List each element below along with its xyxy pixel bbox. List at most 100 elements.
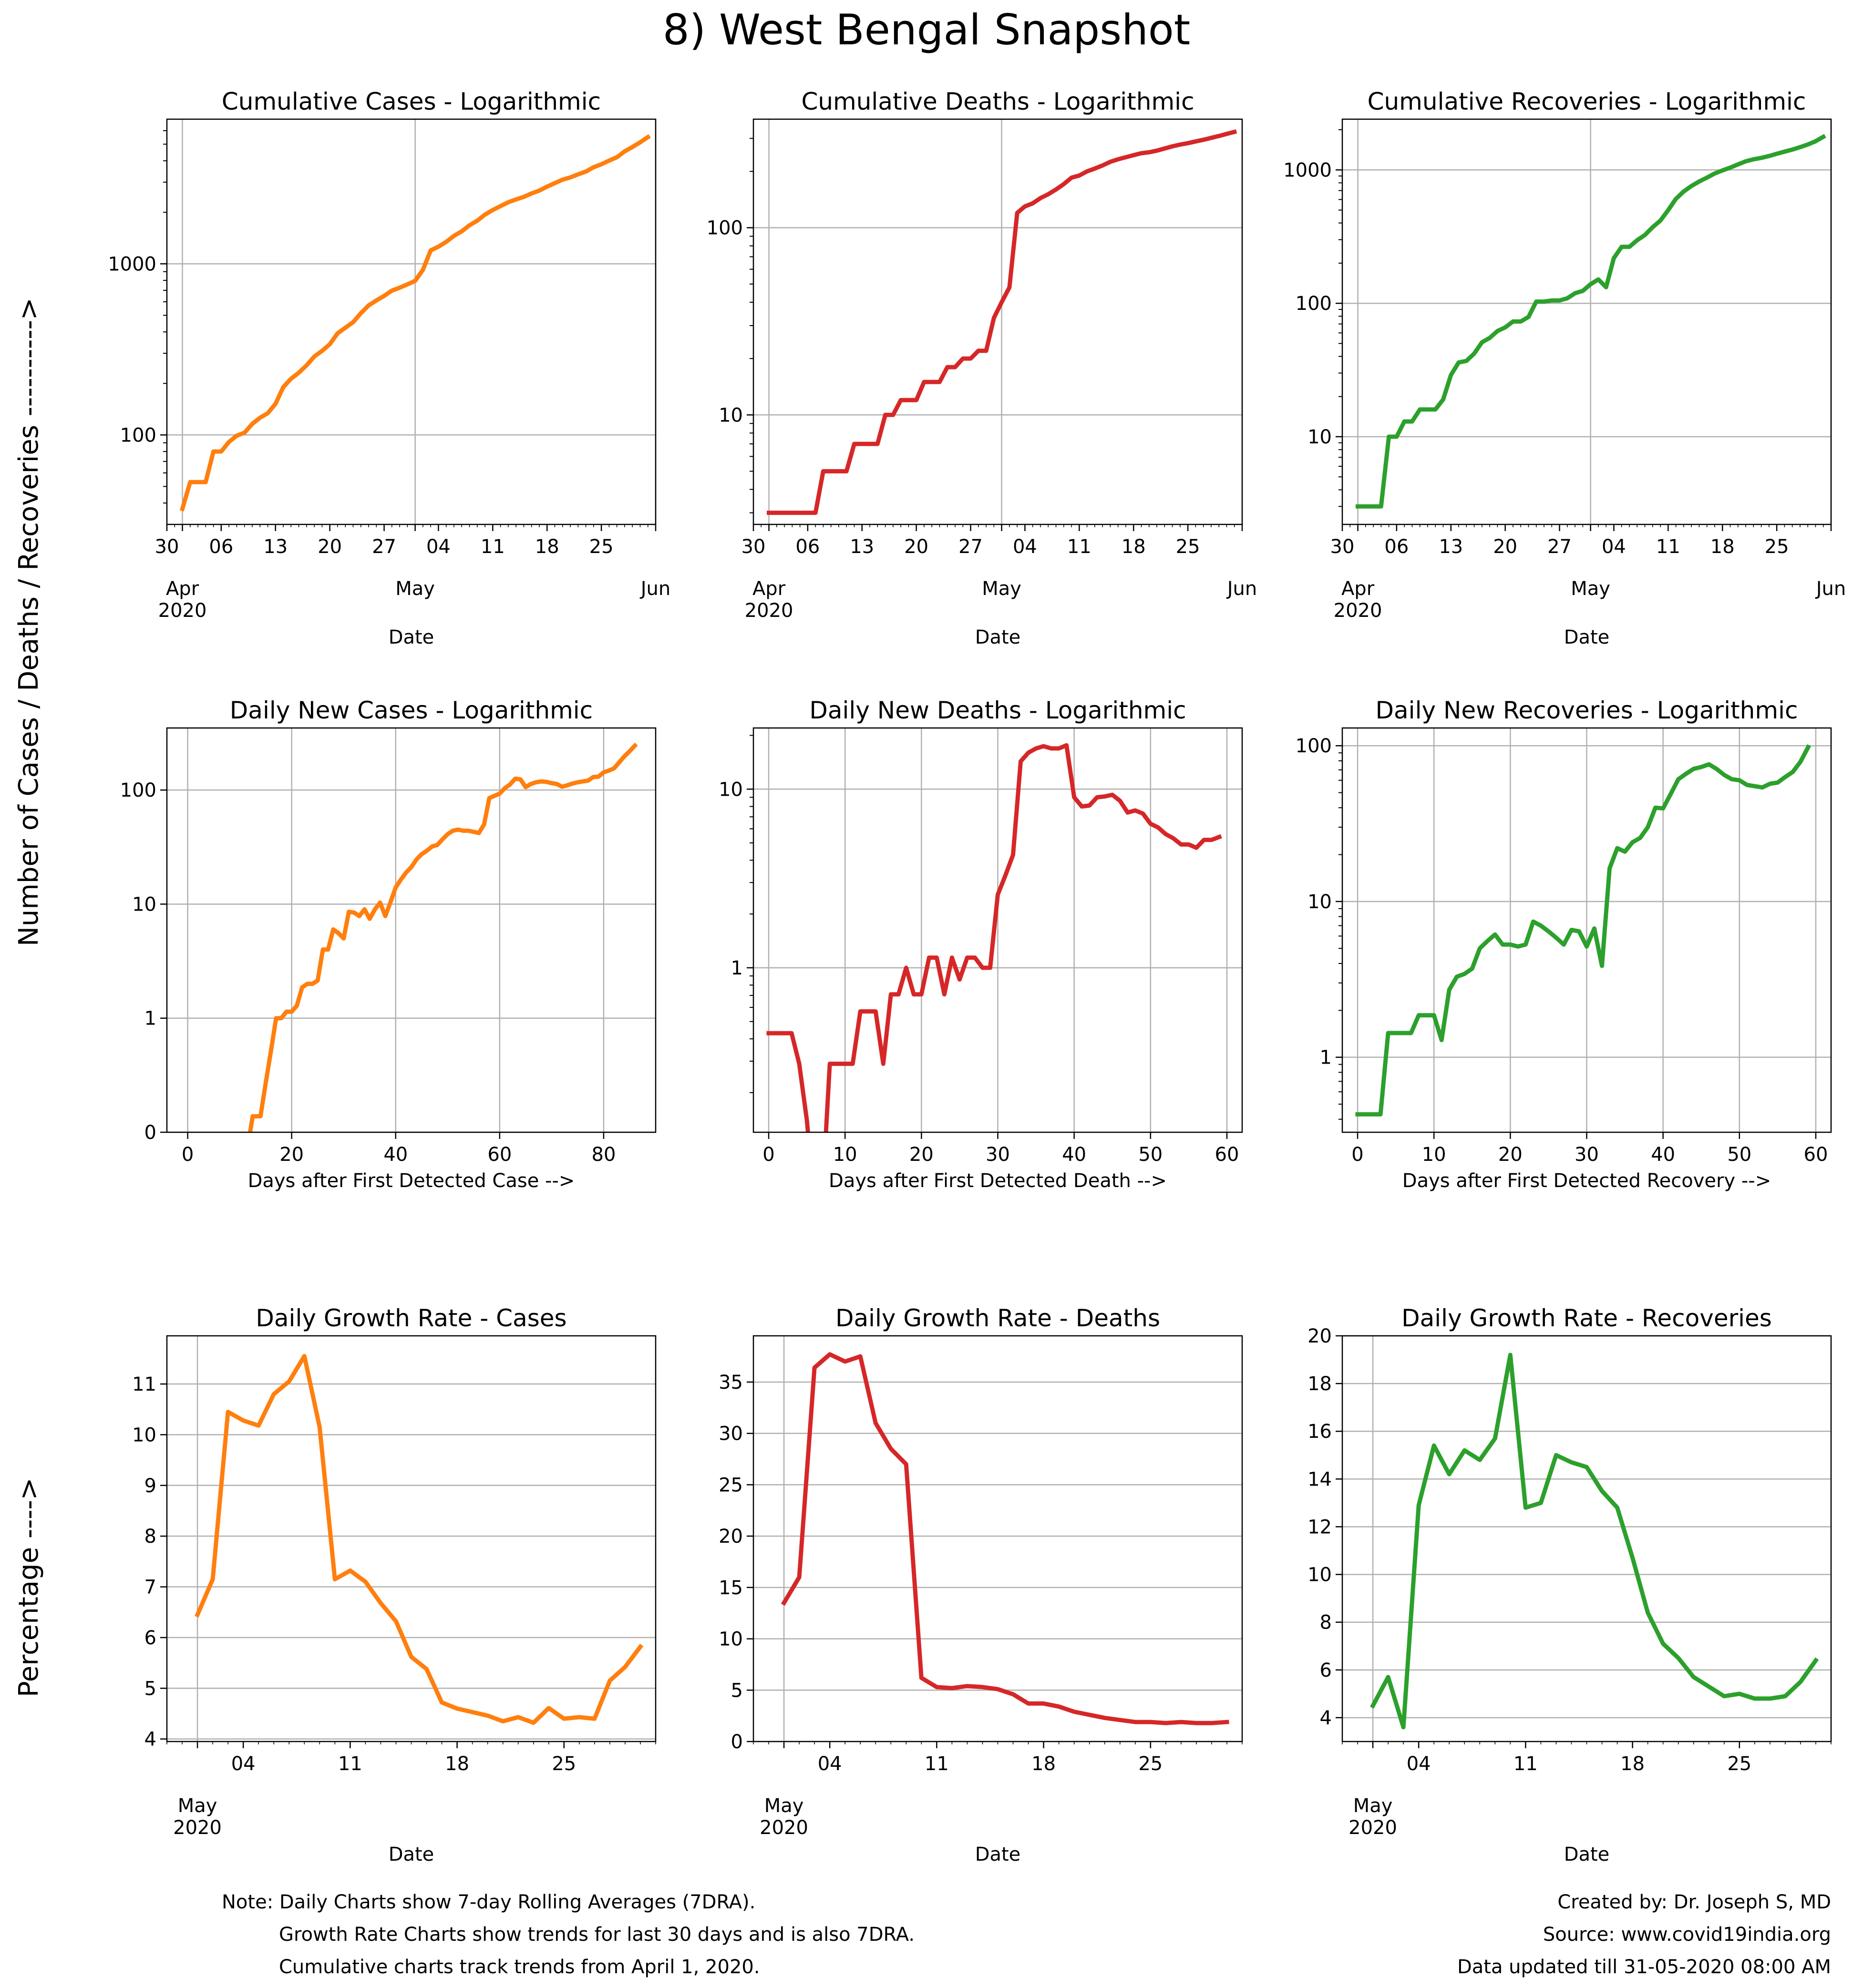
x-tick-label: 18 [1122, 536, 1146, 558]
x-tick-label: 60 [1804, 1144, 1828, 1166]
x-major-tick-label: May [1571, 578, 1610, 600]
y-tick-label: 100 [120, 779, 156, 801]
x-tick-label: 18 [1031, 1753, 1056, 1775]
x-tick-label: 04 [818, 1753, 842, 1775]
x-major-tick-label: May 2020 [760, 1795, 808, 1839]
y-tick-label: 8 [1320, 1612, 1332, 1634]
x-tick-label: 25 [1176, 536, 1200, 558]
x-tick-label: 40 [1062, 1144, 1086, 1166]
x-tick-label: 50 [1727, 1144, 1751, 1166]
x-major-tick-label: May 2020 [1349, 1795, 1397, 1839]
x-major-tick-label: Apr 2020 [1334, 578, 1382, 622]
y-tick-label: 15 [719, 1577, 743, 1599]
plot-frame [166, 1335, 657, 1742]
y-tick-label: 10 [719, 779, 743, 800]
y-tick-label: 10 [1307, 891, 1332, 913]
plot-frame [1341, 1335, 1832, 1742]
x-tick-label: 30 [1330, 536, 1355, 558]
x-tick-label: 20 [318, 536, 342, 558]
x-axis-label: Days after First Detected Case --> [248, 1170, 575, 1192]
y-tick-label: 8 [144, 1526, 156, 1547]
y-tick-label: 14 [1307, 1468, 1332, 1490]
plot-frame [166, 727, 657, 1133]
y-tick-label: 30 [719, 1423, 743, 1445]
x-tick-label: 60 [1215, 1144, 1239, 1166]
y-tick-label: 5 [731, 1680, 743, 1701]
chart-title: Daily New Cases - Logarithmic [230, 697, 593, 724]
chart-daily-deaths: 1 10 0 10 20 30 40 50 60 Days after First Detecte… [719, 697, 1243, 1192]
x-tick-label: 04 [231, 1753, 256, 1775]
x-tick-label: 06 [795, 536, 820, 558]
y-tick-label: 6 [144, 1627, 156, 1649]
x-tick-label: 40 [383, 1144, 408, 1166]
x-tick-label: 60 [487, 1144, 512, 1166]
x-tick-label: 10 [833, 1144, 857, 1166]
credit-line-2: Source: www.covid19india.org [1543, 1924, 1831, 1946]
y-tick-label: 11 [132, 1373, 156, 1395]
x-tick-label: 20 [904, 536, 928, 558]
plot-frame [1341, 118, 1832, 525]
y-tick-label: 0 [731, 1731, 743, 1753]
x-axis-label: Date [975, 1844, 1021, 1865]
x-axis-label: Date [1564, 1844, 1610, 1865]
x-tick-label: 0 [762, 1144, 774, 1166]
x-axis-label: Date [975, 626, 1021, 648]
chart-title: Cumulative Deaths - Logarithmic [801, 88, 1194, 115]
series-line [179, 134, 651, 512]
y-tick-label: 18 [1307, 1373, 1332, 1395]
x-tick-label: 20 [909, 1144, 934, 1166]
x-major-tick-label: Apr 2020 [158, 578, 207, 622]
series-line [195, 1354, 644, 1725]
x-axis-label: Date [1564, 626, 1610, 648]
series-line [767, 129, 1237, 515]
chart-cum-deaths: 10 100 30 06 13 20 27 04 11 18 25 Apr 2020 May Jun Date… [707, 88, 1257, 648]
note-line-3: Cumulative charts track trends from Apri… [279, 1956, 760, 1978]
x-tick-label: 0 [182, 1144, 194, 1166]
chart-growth-deaths: 0 5 10 15 20 25 30 35 04 11 18 25 May 2020 Date Daily G… [719, 1304, 1243, 1865]
x-tick-label: 20 [1498, 1144, 1523, 1166]
x-tick-label: 11 [925, 1753, 949, 1775]
y-tick-label: 25 [719, 1474, 743, 1496]
x-tick-label: 13 [263, 536, 288, 558]
x-tick-label: 80 [592, 1144, 616, 1166]
x-tick-label: 30 [1575, 1144, 1599, 1166]
x-tick-label: 10 [1422, 1144, 1446, 1166]
x-tick-label: 04 [426, 536, 451, 558]
chart-growth-recoveries: 4 6 8 10 12 14 16 18 20 04 11 18 25 May 2020 Date Daily … [1307, 1304, 1832, 1865]
x-tick-label: 30 [741, 536, 766, 558]
x-axis-label: Days after First Detected Death --> [829, 1170, 1167, 1192]
y-tick-label: 1 [731, 957, 743, 979]
y-tick-label: 9 [144, 1475, 156, 1497]
y-tick-label: 100 [1296, 293, 1332, 315]
x-tick-label: 11 [481, 536, 505, 558]
y-tick-label: 1 [1320, 1047, 1332, 1069]
x-tick-label: 11 [1067, 536, 1091, 558]
y-tick-label: 100 [1296, 735, 1332, 757]
y-tick-label: 10 [1307, 426, 1332, 448]
y-tick-label: 1000 [108, 253, 156, 275]
plot-frame [752, 1335, 1243, 1742]
x-major-tick-label: Jun [1815, 578, 1846, 600]
x-tick-label: 25 [1727, 1753, 1751, 1775]
y-tick-label: 5 [144, 1678, 156, 1700]
x-tick-label: 27 [372, 536, 396, 558]
y-tick-label: 100 [120, 424, 156, 446]
x-tick-label: 18 [1620, 1753, 1645, 1775]
series-line [247, 742, 638, 1132]
y-tick-label: 100 [707, 217, 743, 239]
credit-line-1: Created by: Dr. Joseph S, MD [1557, 1891, 1831, 1913]
y-tick-label: 0 [144, 1122, 156, 1144]
y-tick-label: 6 [1320, 1660, 1332, 1681]
x-tick-label: 18 [535, 536, 559, 558]
x-tick-label: 13 [850, 536, 874, 558]
x-tick-label: 30 [986, 1144, 1010, 1166]
x-tick-label: 18 [445, 1753, 469, 1775]
chart-cum-cases: 100 1000 30 06 13 20 27 04 11 18 25 Apr 2020 May Jun Da… [108, 88, 670, 648]
series-line [766, 743, 1222, 1132]
y-tick-label: 10 [719, 404, 743, 426]
plot-frame [166, 118, 657, 525]
x-major-tick-label: May 2020 [173, 1795, 222, 1839]
plot-frame [1341, 727, 1832, 1133]
x-tick-label: 18 [1710, 536, 1735, 558]
credit-line-3: Data updated till 31-05-2020 08:00 AM [1457, 1956, 1831, 1978]
